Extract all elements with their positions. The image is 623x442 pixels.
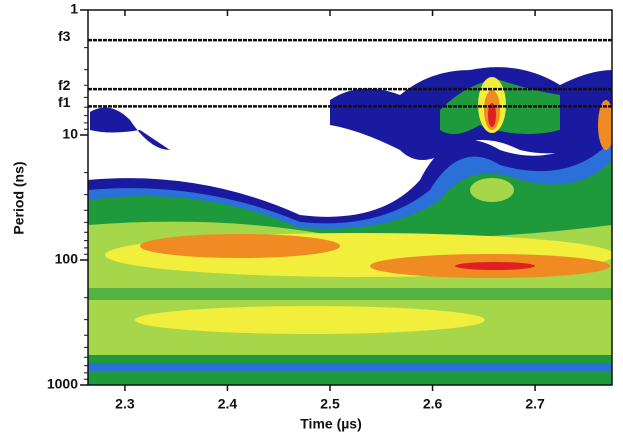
y-tick-label: 100 (55, 251, 79, 267)
x-tick-label: 2.5 (320, 396, 340, 412)
contour-region (455, 262, 535, 270)
plot-frame (87, 9, 613, 386)
contour-region (140, 234, 340, 258)
contour-region (135, 306, 485, 334)
y-tick-label: 10 (62, 126, 78, 142)
x-tick-label: 2.6 (423, 396, 443, 412)
frequency-label: f1 (58, 94, 71, 110)
y-tick-label: 1 (70, 1, 78, 17)
contour-region (88, 363, 612, 371)
contour-region (88, 355, 612, 363)
frequency-label: f3 (58, 28, 71, 44)
contour-region (470, 178, 514, 202)
x-axis-label: Time (µs) (300, 416, 362, 432)
x-tick-label: 2.4 (218, 396, 238, 412)
y-tick-label: 1000 (47, 376, 78, 392)
contour-region (88, 371, 612, 385)
y-axis-label: Period (ns) (11, 161, 27, 234)
contour-region (488, 103, 496, 127)
contour-region (90, 107, 170, 150)
x-tick-label: 2.3 (115, 396, 135, 412)
contour-region (88, 288, 612, 300)
x-tick-label: 2.7 (525, 396, 545, 412)
frequency-label: f2 (58, 77, 71, 93)
scalogram (88, 10, 612, 385)
contour-region (598, 100, 612, 150)
